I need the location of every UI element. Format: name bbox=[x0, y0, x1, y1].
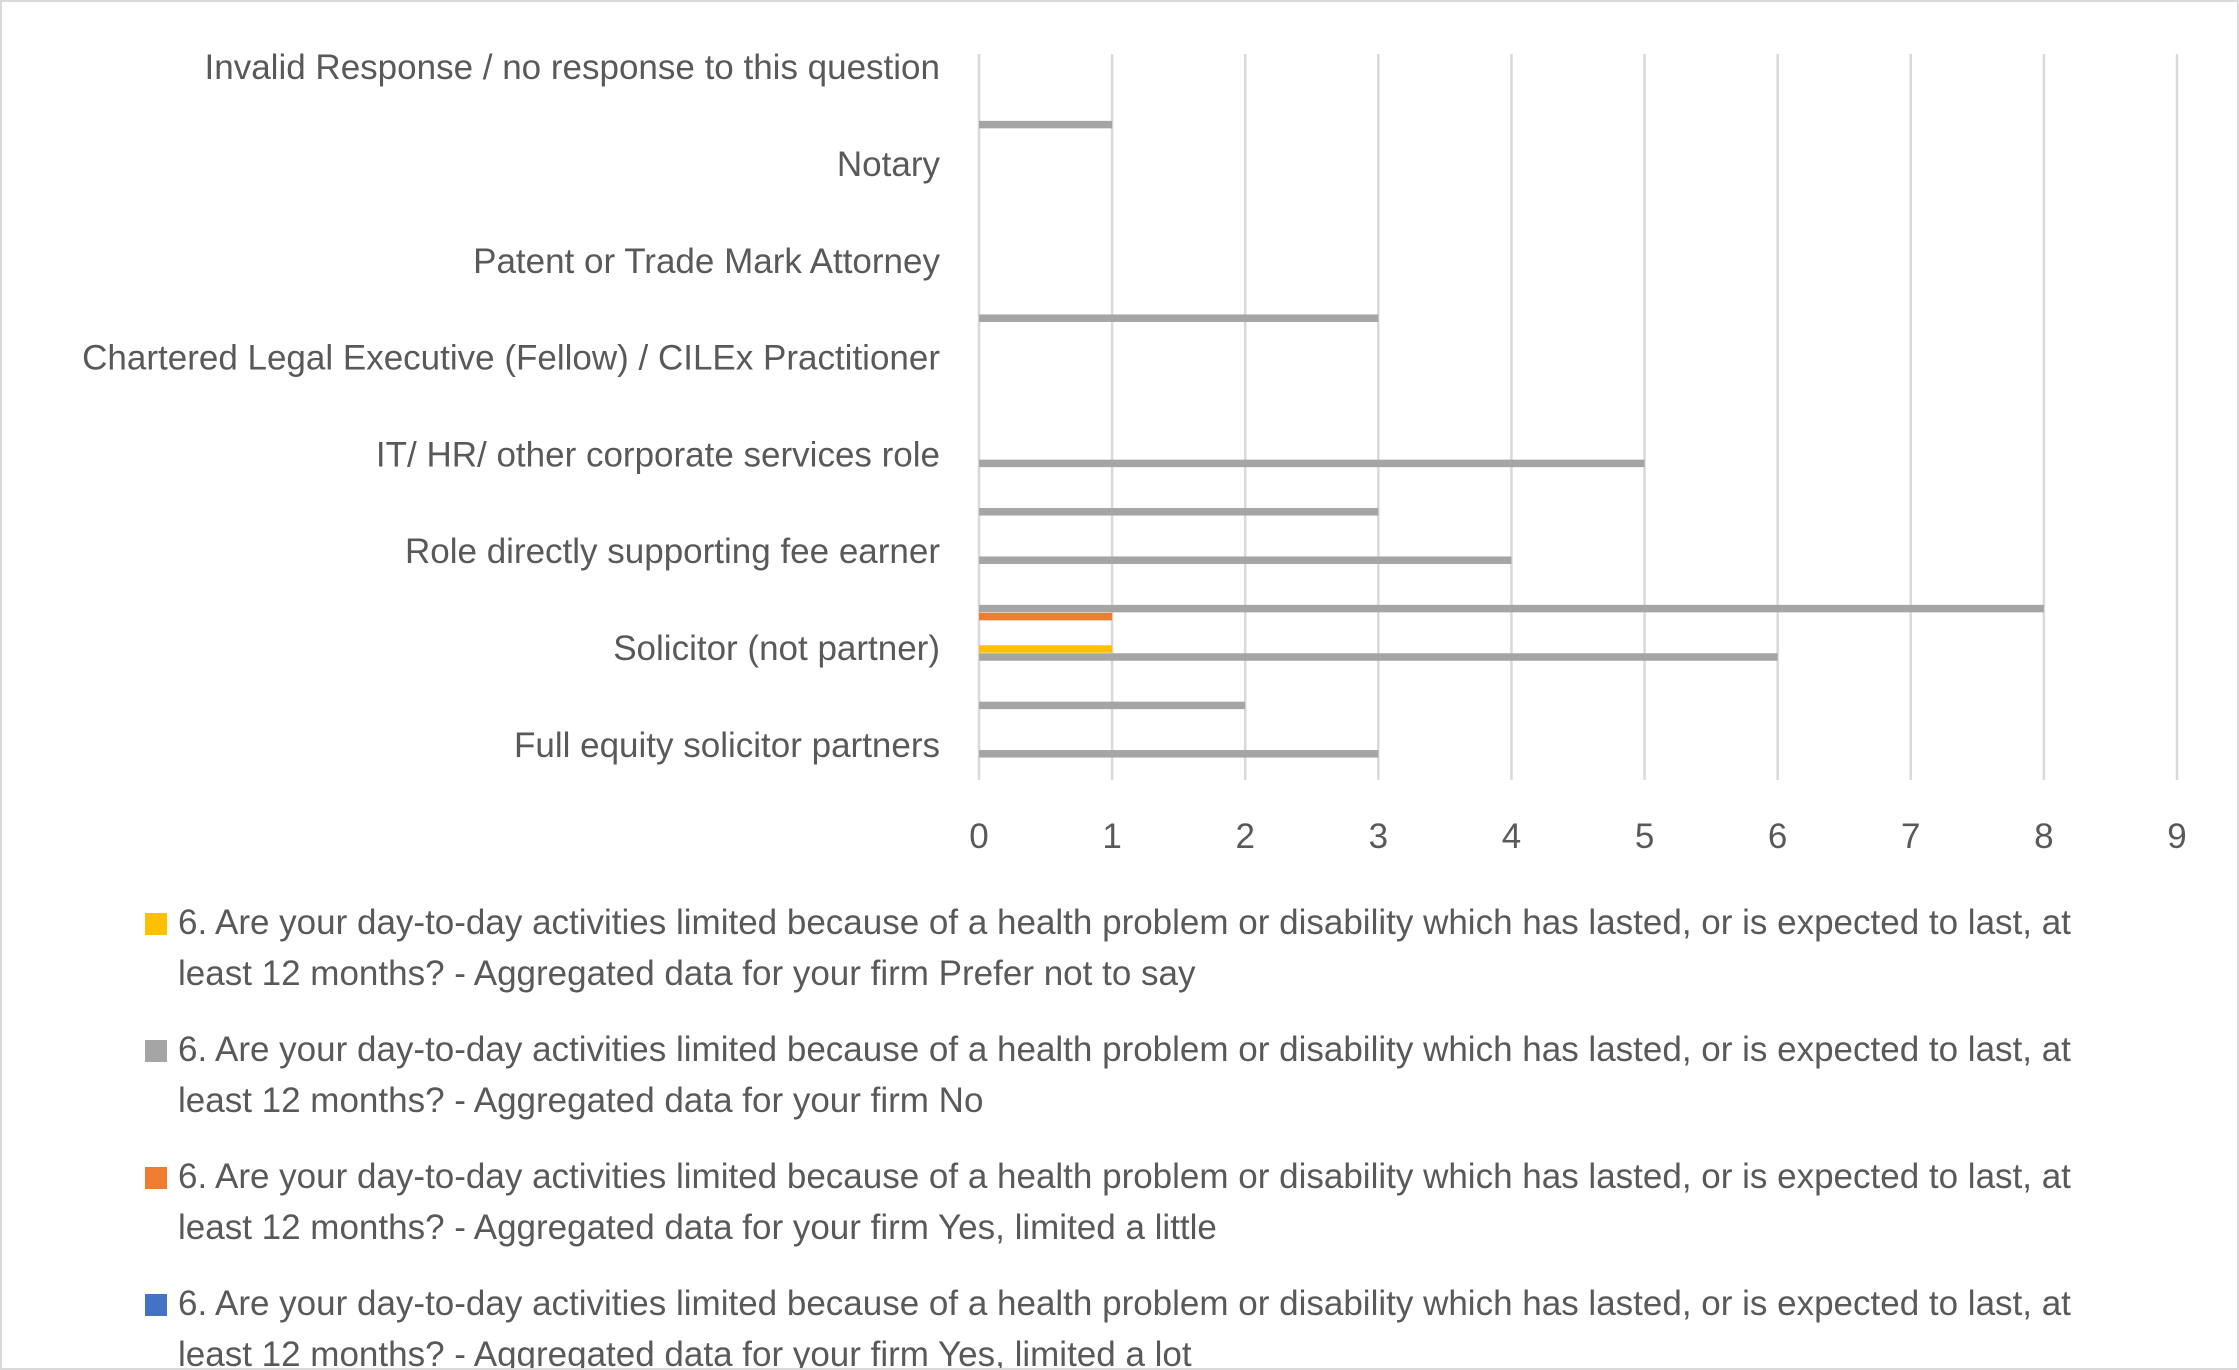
category-label-6: IT/ HR/ other corporate services role bbox=[376, 435, 940, 474]
legend-item-0: 6. Are your day-to-day activities limite… bbox=[142, 897, 2152, 999]
legend-swatch-0 bbox=[145, 913, 167, 935]
x-tick-label-8: 8 bbox=[2034, 817, 2053, 856]
x-tick-label-5: 5 bbox=[1635, 817, 1654, 856]
bar-series-1-cat-4 bbox=[979, 556, 1512, 564]
bar-series-1-cat-0 bbox=[979, 750, 1379, 758]
bar-series-1-cat-2 bbox=[979, 653, 1778, 661]
legend-label-0: 6. Are your day-to-day activities limite… bbox=[178, 903, 2071, 993]
legend-label-2: 6. Are your day-to-day activities limite… bbox=[178, 1157, 2071, 1247]
category-label-10: Patent or Trade Mark Attorney bbox=[473, 242, 940, 281]
x-tick-label-0: 0 bbox=[969, 817, 988, 856]
category-labels: Full equity solicitor partners Solicitor … bbox=[82, 48, 940, 765]
x-tick-label-2: 2 bbox=[1235, 817, 1254, 856]
legend-swatch-2 bbox=[145, 1167, 167, 1189]
category-label-14: Invalid Response / no response to this q… bbox=[205, 48, 940, 87]
category-label-0: Full equity solicitor partners bbox=[514, 726, 940, 765]
bar-series-1-cat-5 bbox=[979, 508, 1379, 516]
x-tick-label-4: 4 bbox=[1502, 817, 1521, 856]
legend-item-1: 6. Are your day-to-day activities limite… bbox=[142, 1024, 2152, 1126]
legend-swatch-1 bbox=[145, 1040, 167, 1062]
bar-series-1-cat-9 bbox=[979, 314, 1379, 322]
legend-label-3: 6. Are your day-to-day activities limite… bbox=[178, 1284, 2071, 1370]
bar-series-2-cat-3 bbox=[979, 612, 1113, 621]
bar-series-0-cat-2 bbox=[979, 645, 1113, 653]
bar-series-1-cat-1 bbox=[979, 701, 1246, 710]
category-label-12: Notary bbox=[837, 145, 941, 184]
x-axis-tick-labels: 0 1 2 3 4 5 6 7 8 9 bbox=[969, 817, 2186, 856]
x-tick-label-3: 3 bbox=[1369, 817, 1388, 856]
legend: 6. Are your day-to-day activities limite… bbox=[142, 897, 2152, 1370]
legend-item-2: 6. Are your day-to-day activities limite… bbox=[142, 1151, 2152, 1253]
gridlines bbox=[977, 54, 2179, 780]
legend-swatch-3 bbox=[145, 1294, 167, 1316]
bar-series-1-cat-13 bbox=[979, 120, 1113, 129]
x-tick-label-1: 1 bbox=[1102, 817, 1121, 856]
category-label-2: Solicitor (not partner) bbox=[613, 629, 940, 668]
x-tick-label-7: 7 bbox=[1901, 817, 1920, 856]
bar-series-1-cat-6 bbox=[979, 459, 1645, 468]
bar-series-1-cat-3 bbox=[979, 604, 2044, 613]
bars bbox=[979, 120, 2044, 758]
legend-item-3: 6. Are your day-to-day activities limite… bbox=[142, 1278, 2152, 1370]
x-tick-label-6: 6 bbox=[1768, 817, 1787, 856]
bar-chart: Full equity solicitor partners Solicitor … bbox=[82, 48, 2187, 856]
legend-label-1: 6. Are your day-to-day activities limite… bbox=[178, 1030, 2071, 1120]
x-tick-label-9: 9 bbox=[2167, 817, 2186, 856]
category-label-4: Role directly supporting fee earner bbox=[405, 532, 940, 571]
category-label-8: Chartered Legal Executive (Fellow) / CIL… bbox=[82, 339, 940, 378]
